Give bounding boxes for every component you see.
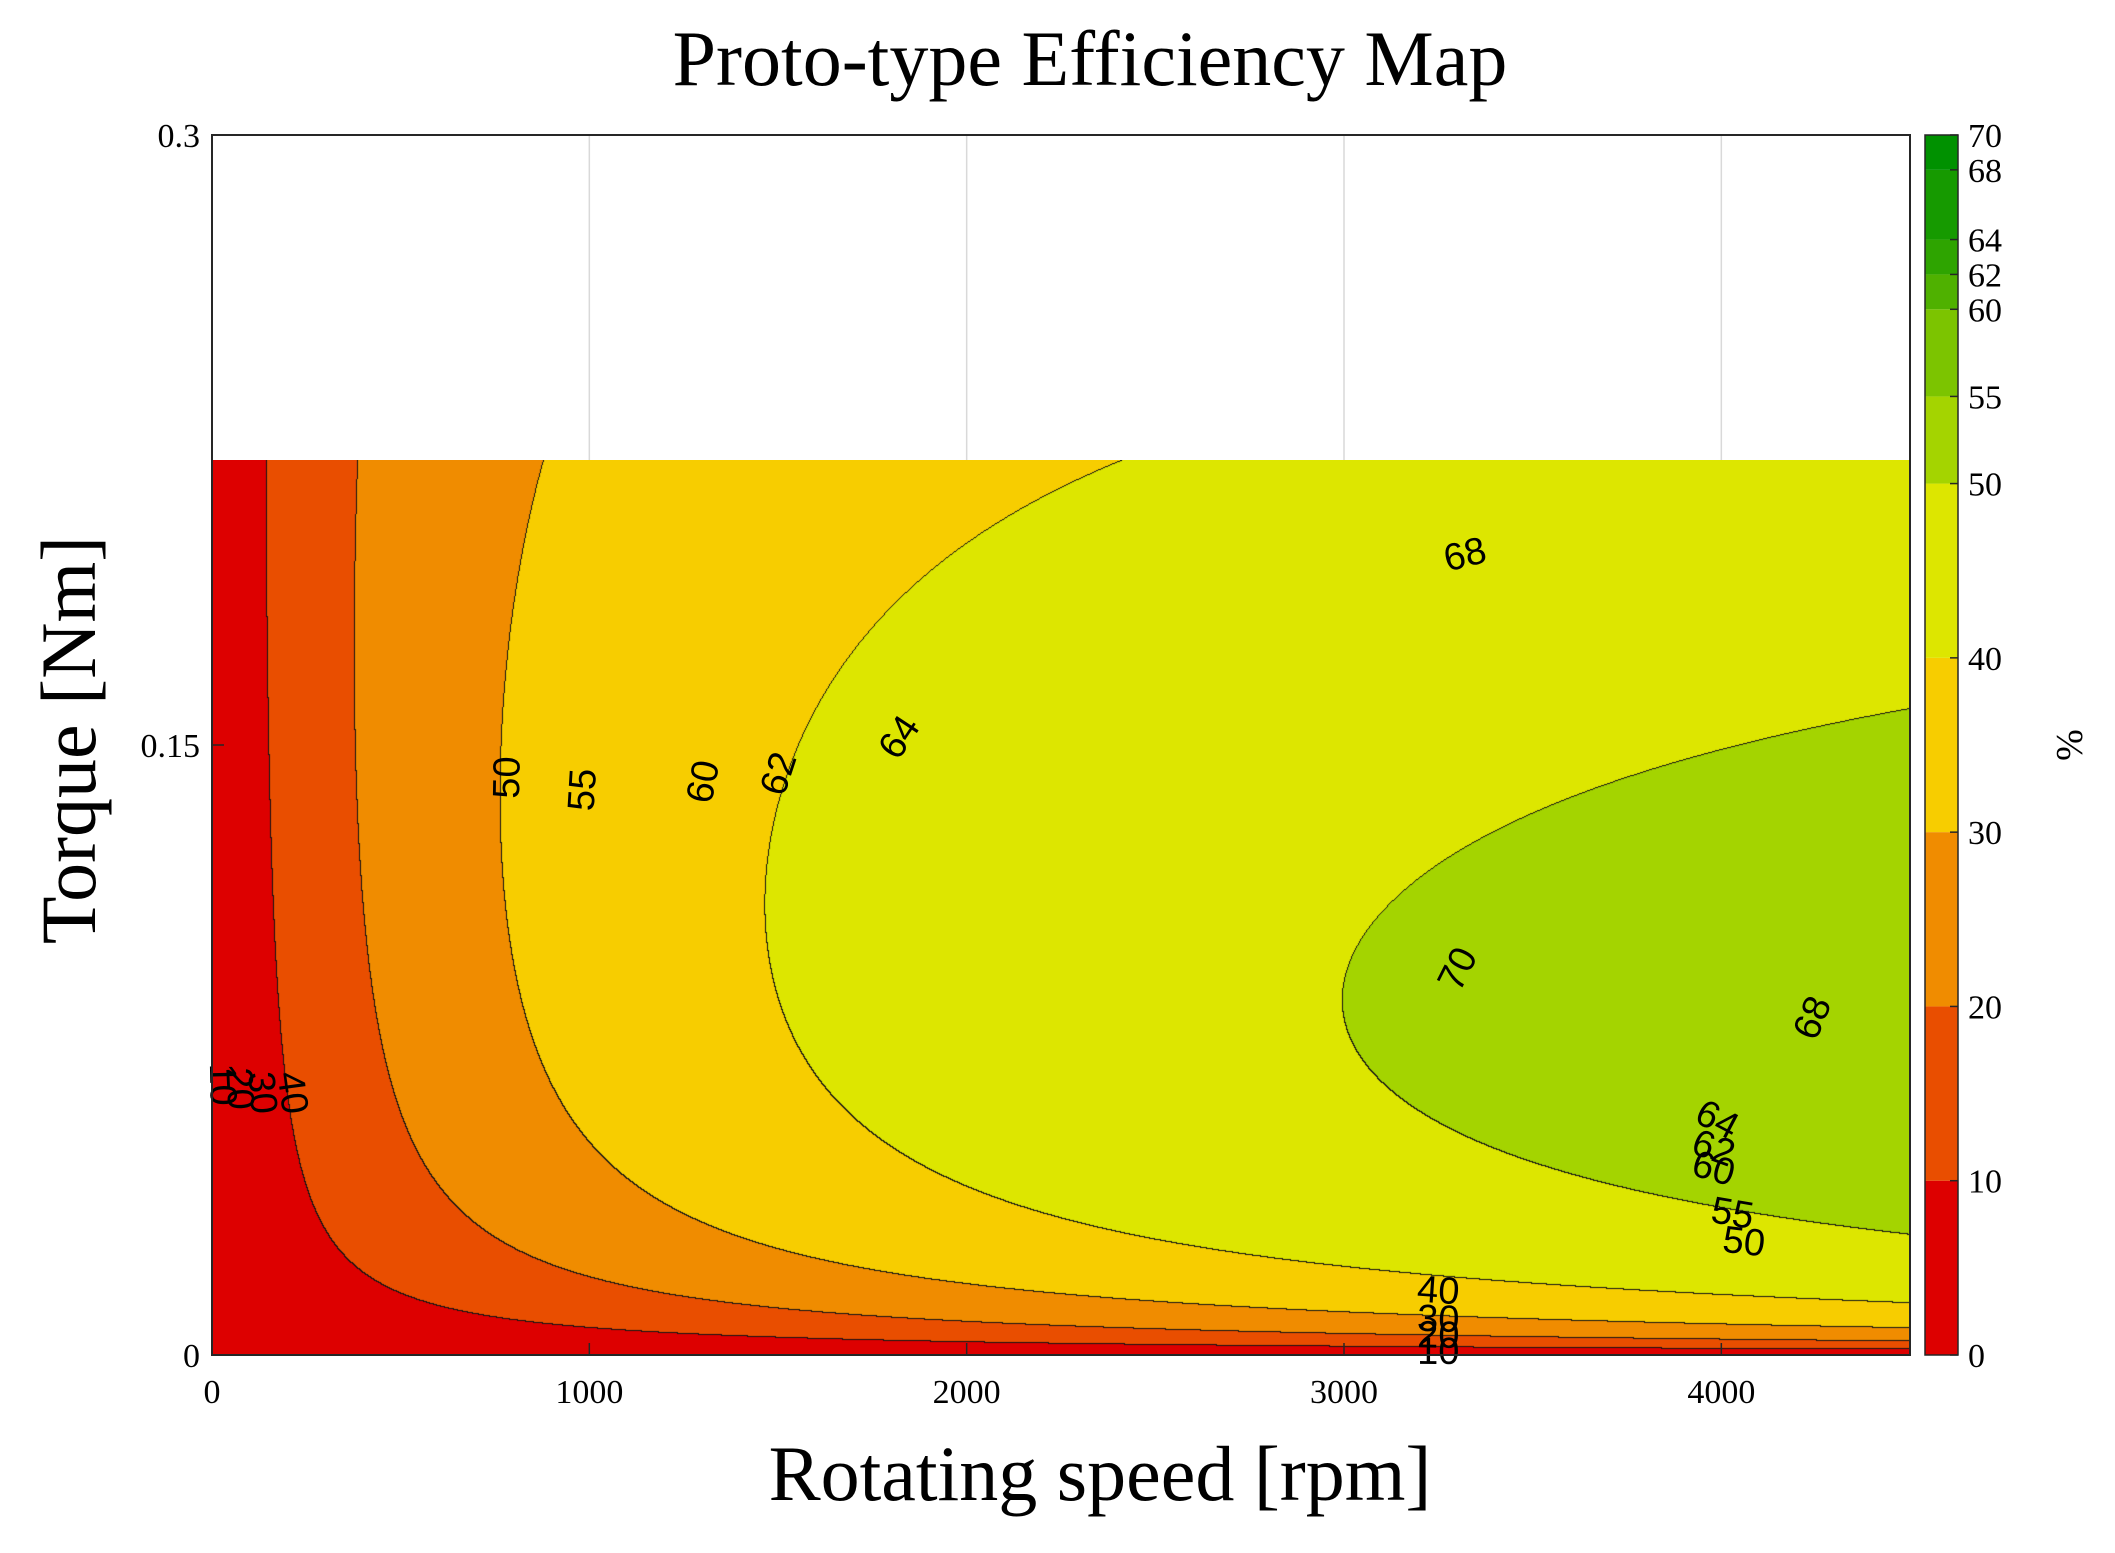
x-tick-label: 4000: [1687, 1374, 1755, 1411]
x-tick-label: 0: [204, 1374, 221, 1411]
colorbar-segment: [1925, 832, 1958, 1007]
contour-label-text: 30: [1416, 1298, 1460, 1341]
contour-label-text: 60: [679, 757, 729, 807]
y-axis-label: Torque [Nm]: [25, 536, 112, 944]
colorbar-segment: [1925, 239, 1958, 275]
colorbar-segment: [1925, 1180, 1958, 1355]
colorbar-tick-label: 60: [1968, 292, 2002, 329]
colorbar-tick-label: 40: [1968, 641, 2002, 678]
colorbar-tick-label: 70: [1968, 118, 2002, 155]
contour-label: 20: [1417, 1314, 1460, 1357]
colorbar-tick-label: 30: [1968, 815, 2002, 852]
colorbar-segment: [1925, 309, 1958, 397]
contour-label: 55: [1708, 1189, 1757, 1237]
contour-label-text: 10: [201, 1063, 244, 1106]
contour-label: 30: [239, 1070, 285, 1116]
contour-label-text: 20: [1417, 1314, 1460, 1357]
colorbar-segment: [1925, 657, 1958, 833]
colorbar-segment: [1925, 483, 1958, 658]
contour-label-text: 50: [486, 756, 529, 799]
colorbar-tick-label: 0: [1968, 1338, 1985, 1375]
colorbar-tick-label: 55: [1968, 379, 2002, 416]
colorbar-tick-label: 50: [1968, 467, 2002, 504]
contour-label: 50: [486, 756, 529, 799]
colorbar-segment: [1925, 274, 1958, 310]
colorbar-tick-label: 64: [1968, 223, 2002, 260]
contour-label-text: 50: [1720, 1219, 1767, 1266]
colorbar-tick-label: 20: [1968, 989, 2002, 1026]
contour-label-text: 40: [1416, 1269, 1461, 1314]
contour-label: 40: [1416, 1269, 1461, 1314]
colorbar-tick-label: 62: [1968, 257, 2002, 294]
colorbar-tick-label: 68: [1968, 153, 2002, 190]
x-axis-label: Rotating speed [rpm]: [769, 1430, 1432, 1517]
colorbar-tick-label: 10: [1968, 1164, 2002, 1201]
colorbar-segment: [1925, 135, 1958, 170]
contour-label: 60: [679, 757, 729, 807]
plot-area: 50 55 60 6264687068646260555040302010102030…: [201, 460, 1910, 1373]
contour-label-text: 20: [217, 1067, 261, 1111]
y-tick-label: 0.15: [141, 728, 201, 765]
contour-label: 10: [1417, 1331, 1459, 1373]
contour-label-text: 55: [561, 767, 606, 812]
axes: 0 1000 2000 3000 4000 0 0.15 0.3: [141, 118, 1911, 1411]
contour-label: 30: [1416, 1298, 1460, 1341]
contour-label-text: 30: [239, 1070, 285, 1116]
colorbar-segment: [1925, 1006, 1958, 1181]
colorbar-segment: [1925, 169, 1958, 240]
chart-title: Proto-type Efficiency Map: [673, 15, 1508, 102]
x-tick-label: 1000: [555, 1374, 623, 1411]
contour-label: 20: [217, 1067, 261, 1111]
colorbar-label: %: [2049, 729, 2091, 761]
colorbar-segment: [1925, 396, 1958, 484]
x-tick-label: 3000: [1310, 1374, 1378, 1411]
y-tick-label: 0: [183, 1338, 200, 1375]
efficiency-contour-fill: [212, 460, 1910, 1355]
contour-label: 50: [1720, 1219, 1767, 1266]
contour-label-text: 10: [1417, 1331, 1459, 1373]
y-tick-label: 0.3: [158, 118, 201, 155]
contour-label-text: 40: [268, 1069, 315, 1117]
contour-label: 40: [268, 1069, 315, 1117]
contour-label-text: 68: [1439, 529, 1490, 580]
x-tick-label: 2000: [933, 1374, 1001, 1411]
contour-label-text: 55: [1708, 1189, 1757, 1237]
colorbar-frame: [1924, 134, 1959, 1356]
contour-label: 55: [561, 767, 606, 812]
contour-label: 10: [201, 1063, 244, 1106]
contour-label: 68: [1439, 529, 1490, 580]
